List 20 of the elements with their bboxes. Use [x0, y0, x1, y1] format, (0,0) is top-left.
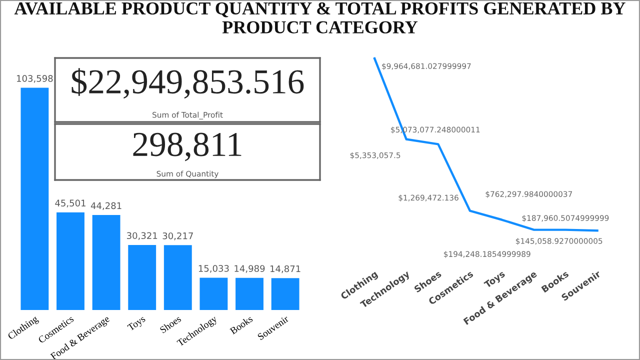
data-label: 45,501 [55, 200, 86, 208]
bar [20, 88, 49, 310]
bar [128, 244, 156, 310]
text: $22,949,853.516 [72, 68, 304, 99]
data-label: 30,217 [162, 232, 193, 240]
chart-title: AVAILABLE PRODUCT QUANTITY & TOTAL PROFITS GENERATED BY PRODUCT CATEGORY [14, 2, 626, 34]
data-label: 14,871 [270, 265, 300, 274]
data-label: 44,281 [90, 202, 122, 210]
data-label: 30,321 [126, 232, 158, 240]
text: 298,811 [133, 132, 242, 162]
bar [236, 278, 264, 310]
bar [200, 278, 228, 310]
bar [56, 212, 84, 310]
data-label: 103,598 [17, 75, 53, 83]
bar [164, 245, 192, 310]
x-tick-label: Toys [127, 315, 147, 333]
bar [92, 215, 120, 310]
bar [271, 278, 300, 310]
data-label: 14,989 [234, 265, 265, 273]
data-label: 15,033 [198, 265, 229, 273]
